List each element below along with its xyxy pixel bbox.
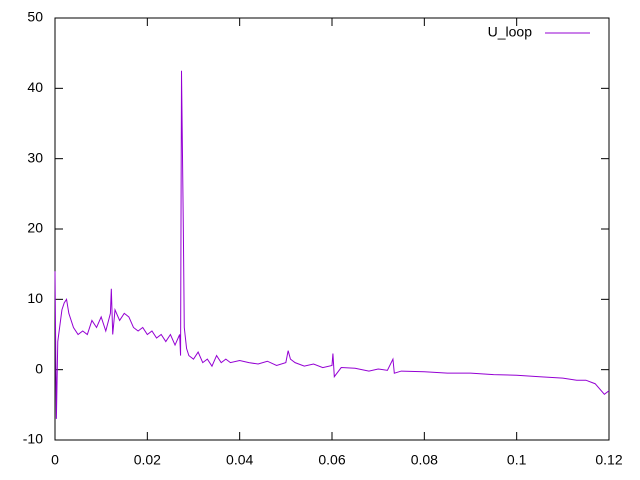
x-tick-label: 0.04: [226, 452, 253, 468]
y-tick-label: -10: [23, 431, 43, 447]
x-tick-label: 0.12: [595, 452, 622, 468]
x-tick-label: 0.1: [507, 452, 527, 468]
x-tick-label: 0.08: [411, 452, 438, 468]
x-tick-label: 0.06: [318, 452, 345, 468]
x-tick-label: 0: [51, 452, 59, 468]
legend-label: U_loop: [488, 24, 533, 40]
y-tick-label: 30: [27, 149, 43, 165]
y-tick-label: 50: [27, 9, 43, 25]
series-line: [54, 70, 610, 419]
y-tick-label: 40: [27, 79, 43, 95]
plot-frame: [54, 17, 610, 441]
y-tick-label: 0: [35, 360, 43, 376]
y-tick-label: 20: [27, 220, 43, 236]
y-tick-label: 10: [27, 290, 43, 306]
x-tick-label: 0.02: [134, 452, 161, 468]
